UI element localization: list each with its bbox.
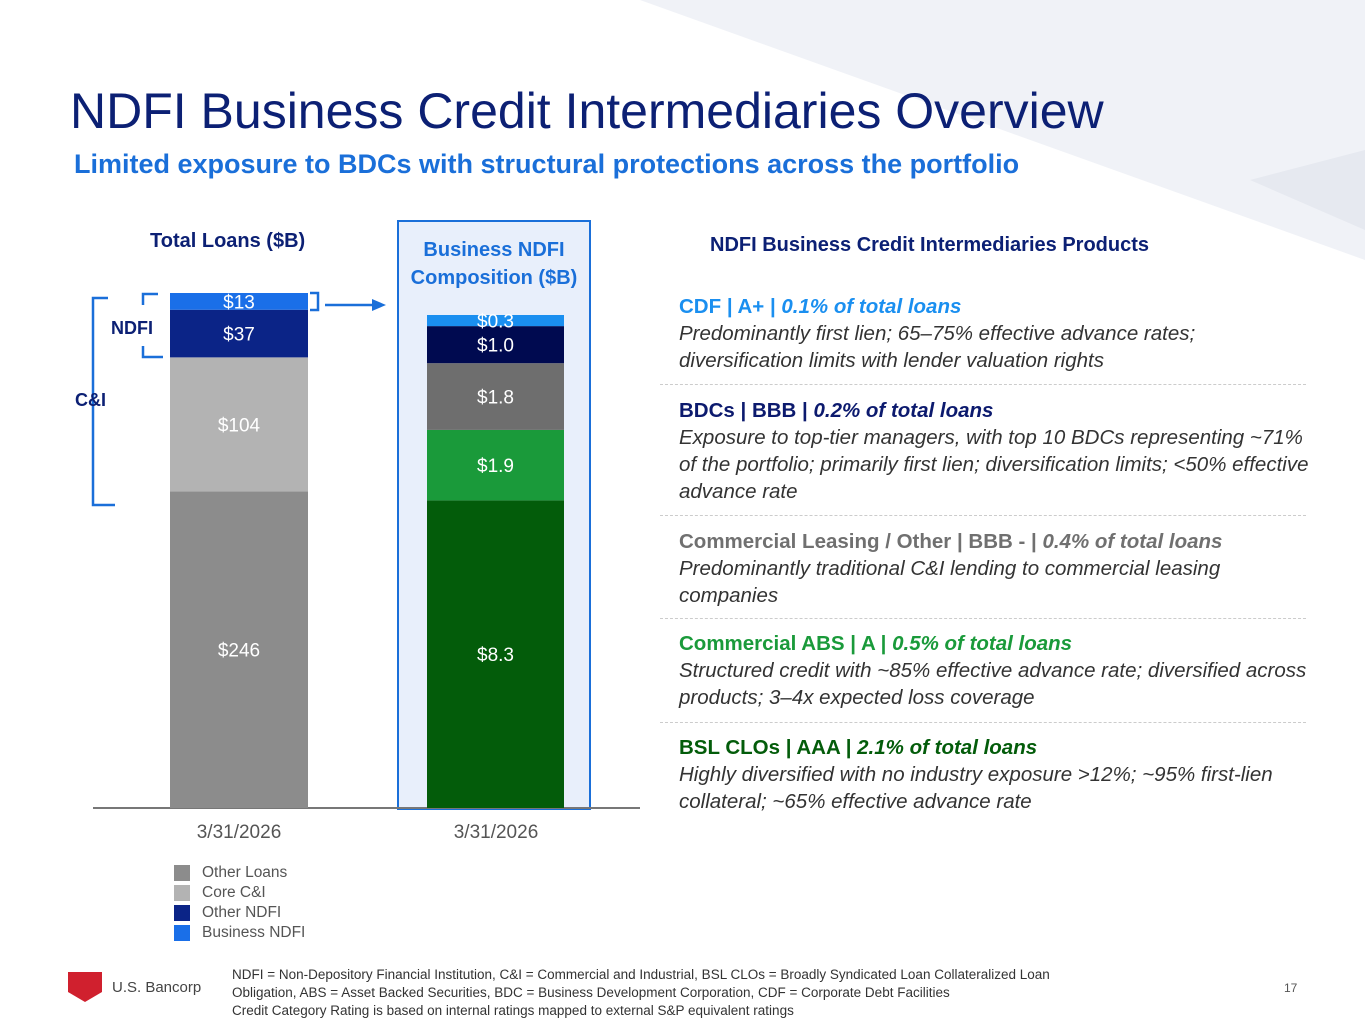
company-logo: U.S. Bancorp xyxy=(68,972,201,1002)
product-bdcs: BDCs | BBB | 0.2% of total loans Exposure… xyxy=(679,399,1309,503)
ndfi-bracket-label: NDFI xyxy=(111,318,153,338)
legend-swatch xyxy=(174,925,190,941)
legend-swatch xyxy=(174,865,190,881)
divider xyxy=(660,515,1306,516)
arrow-head xyxy=(372,299,386,311)
chart1-title: Total Loans ($B) xyxy=(150,230,306,252)
divider xyxy=(660,618,1306,619)
bar-segment-core-c-i xyxy=(170,357,308,492)
legend-item: Other NDFI xyxy=(174,904,281,922)
bar-segment-commercial-abs xyxy=(427,429,564,501)
legend-label: Business NDFI xyxy=(202,924,306,941)
data-label: $1.9 xyxy=(477,456,514,477)
footnote: NDFI = Non-Depository Financial Institut… xyxy=(232,967,1050,1018)
ndfi-bracket-bottom xyxy=(141,346,163,359)
legend-item: Core C&I xyxy=(174,884,266,902)
page-subtitle: Limited exposure to BDCs with structural… xyxy=(74,149,1020,179)
bar-segment-bsl-clos xyxy=(427,500,564,808)
product-abs: Commercial ABS | A | 0.5% of total loans… xyxy=(679,632,1307,709)
data-label: $104 xyxy=(218,415,261,436)
stacked-bar-charts: $246 $104 $37 $13 $8.3 $1.9 $1.8 $1.0 $0.3 xyxy=(91,291,640,809)
product-cdf: CDF | A+ | 0.1% of total loans Predominan… xyxy=(679,295,1196,372)
data-label: $0.3 xyxy=(477,312,514,333)
chart1-x-label: 3/31/2026 xyxy=(196,822,282,843)
chart2-title: Business NDFI Composition ($B) xyxy=(410,239,578,289)
bar-segment-commercial-leasing-other xyxy=(427,363,564,430)
legend-label: Other Loans xyxy=(202,864,288,881)
bar-segment-cdf xyxy=(427,315,564,327)
ndfi-bracket-top xyxy=(141,292,158,305)
data-label: $13 xyxy=(223,292,255,313)
cni-bracket xyxy=(91,296,115,507)
data-label: $37 xyxy=(223,325,255,346)
legend-item: Business NDFI xyxy=(174,924,305,942)
bar-segment-other-loans xyxy=(170,491,308,808)
data-label: $1.8 xyxy=(477,388,514,409)
legend-label: Other NDFI xyxy=(202,904,282,921)
legend-swatch xyxy=(174,885,190,901)
product-leasing: Commercial Leasing / Other | BBB - | 0.4… xyxy=(679,530,1223,607)
legend-label: Core C&I xyxy=(202,884,266,901)
divider xyxy=(660,384,1306,385)
legend-item: Other Loans xyxy=(174,864,287,882)
bar-segment-bdcs xyxy=(427,326,564,364)
bar-segment-business-ndfi xyxy=(170,293,308,310)
page-title: NDFI Business Credit Intermediaries Over… xyxy=(70,83,1104,139)
data-label: $1.0 xyxy=(477,336,514,357)
divider xyxy=(660,722,1306,723)
page-number: 17 xyxy=(1284,981,1298,995)
products-header: NDFI Business Credit Intermediaries Prod… xyxy=(710,234,1150,256)
data-label: $246 xyxy=(218,641,260,662)
business-ndfi-bracket xyxy=(310,291,320,312)
cni-bracket-label: C&I xyxy=(75,390,106,410)
chart2-x-label: 3/31/2026 xyxy=(453,822,539,843)
data-label: $8.3 xyxy=(477,645,514,666)
shield-logo-icon xyxy=(68,972,102,1002)
bar-segment-other-ndfi xyxy=(170,309,308,358)
legend-swatch xyxy=(174,905,190,921)
product-bsl-clos: BSL CLOs | AAA | 2.1% of total loans High… xyxy=(679,736,1273,813)
